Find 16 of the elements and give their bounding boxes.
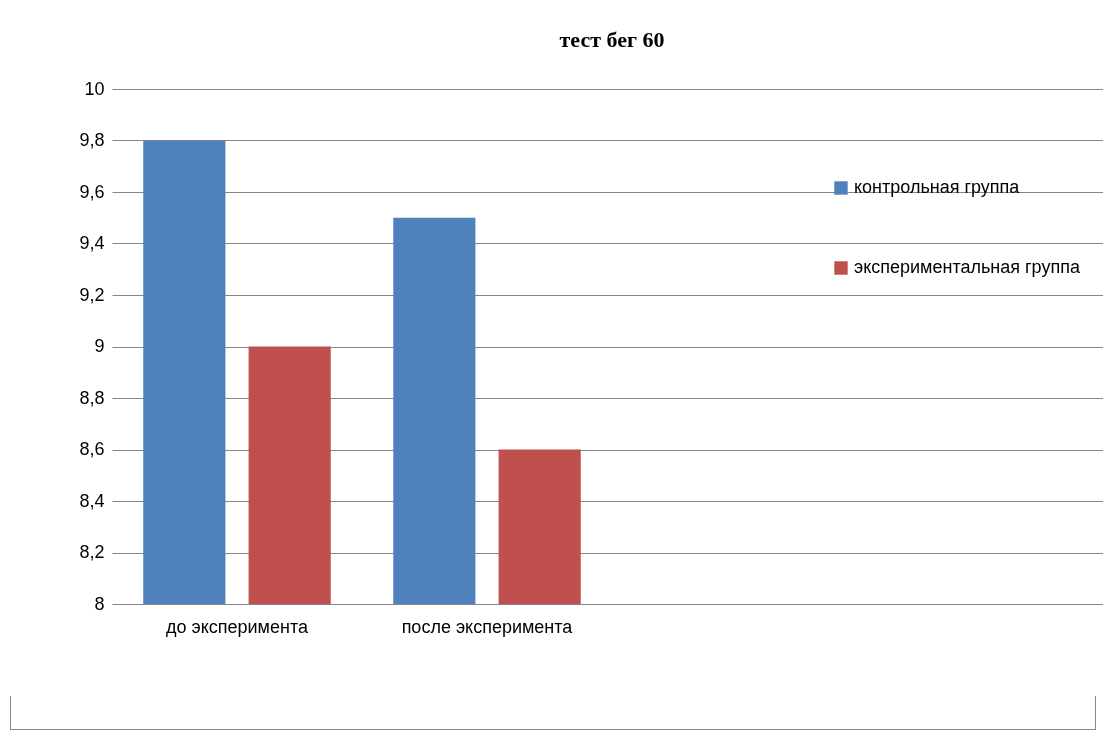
legend-label: экспериментальная группа bbox=[854, 257, 1081, 277]
y-tick-label: 9,8 bbox=[79, 130, 105, 150]
y-tick-label: 8,6 bbox=[79, 439, 105, 459]
y-tick-label: 9,2 bbox=[79, 284, 105, 305]
y-tick-label: 8,8 bbox=[79, 387, 105, 408]
y-tick-label: 8,2 bbox=[79, 542, 105, 562]
y-tick-label: 9 bbox=[94, 336, 105, 356]
legend-label: контрольная группа bbox=[854, 177, 1021, 197]
y-tick-label: 8,4 bbox=[79, 490, 105, 511]
y-tick-label: 10 bbox=[84, 78, 105, 99]
x-tick-label: после эксперимента bbox=[401, 616, 574, 637]
y-tick-label: 9,6 bbox=[79, 181, 105, 202]
chart-title: тест бег 60 bbox=[559, 27, 665, 52]
y-tick-label: 9,4 bbox=[79, 233, 105, 253]
y-tick-label: 8 bbox=[94, 593, 105, 614]
x-tick-label: до эксперимента bbox=[166, 616, 309, 637]
